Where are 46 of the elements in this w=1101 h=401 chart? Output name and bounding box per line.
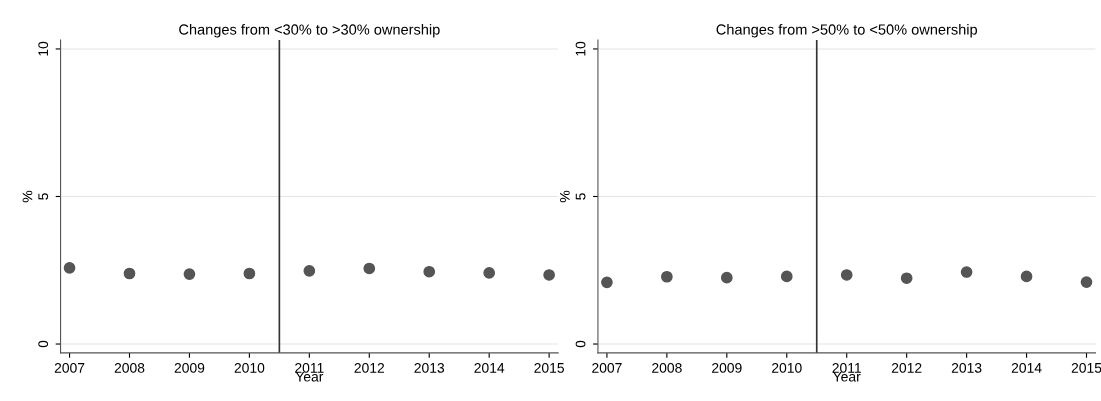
- x-tick-label: 2011: [832, 362, 861, 373]
- x-tick-label: 2009: [174, 362, 205, 373]
- x-tick-label: 2009: [712, 362, 742, 373]
- x-tick-label: 2008: [114, 362, 145, 373]
- point: [1020, 270, 1033, 283]
- point: [483, 267, 496, 279]
- point: [780, 270, 793, 283]
- x-tick-label: 2007: [54, 362, 85, 373]
- chart-title: Changes from >50% to <50% ownership: [716, 23, 978, 38]
- chart-title: Changes from <30% to >30% ownership: [179, 23, 440, 38]
- y-axis-title: %: [22, 190, 33, 203]
- x-tick-label: 2010: [234, 362, 265, 373]
- x-tick-label: 2013: [414, 362, 445, 373]
- point: [303, 265, 316, 277]
- point: [543, 269, 555, 281]
- point: [960, 266, 973, 278]
- point: [183, 268, 196, 280]
- x-tick-label: 2007: [592, 362, 622, 373]
- y-tick-label: 10: [575, 41, 586, 56]
- point: [243, 267, 256, 280]
- x-tick-label: 2008: [652, 362, 682, 373]
- y-tick-label: 0: [38, 340, 49, 348]
- x-tick-label: 2011: [295, 362, 324, 373]
- y-tick-label: 10: [38, 41, 49, 56]
- y-axis-title: %: [559, 190, 570, 203]
- x-tick-label: 2014: [474, 362, 505, 373]
- y-tick-label: 5: [575, 193, 586, 200]
- x-tick-label: 2015: [1071, 362, 1101, 373]
- point: [123, 267, 136, 280]
- point: [423, 265, 436, 278]
- point: [1080, 276, 1093, 288]
- point: [720, 271, 733, 284]
- x-tick-label: 2013: [951, 362, 982, 373]
- point: [840, 269, 853, 281]
- y-tick-label: 5: [38, 193, 49, 200]
- x-tick-label: 2010: [772, 362, 802, 373]
- point: [601, 276, 613, 289]
- x-tick-label: 2014: [1011, 362, 1042, 373]
- point: [363, 262, 376, 275]
- x-tick-label: 2015: [534, 362, 564, 373]
- y-tick-label: 0: [575, 340, 586, 348]
- point: [63, 262, 76, 274]
- x-tick-label: 2012: [354, 362, 385, 373]
- point: [900, 272, 913, 285]
- point: [661, 270, 673, 283]
- x-tick-label: 2012: [891, 362, 922, 373]
